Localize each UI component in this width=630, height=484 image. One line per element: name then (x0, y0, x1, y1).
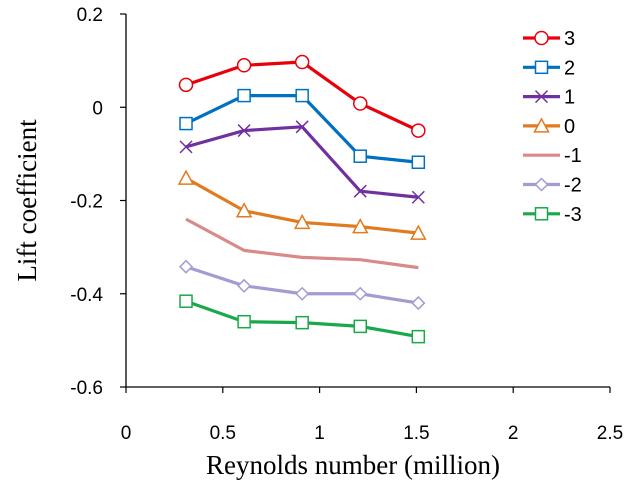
y-tick-label: -0.2 (70, 192, 103, 213)
y-tick-label: 0 (92, 98, 103, 119)
x-tick-label: 0 (121, 423, 132, 444)
data-point (410, 224, 427, 240)
legend-label: -3 (564, 204, 582, 226)
legend-item--3: -3 (523, 204, 582, 226)
legend-marker (534, 207, 549, 221)
data-point (411, 190, 425, 204)
series-3 (178, 54, 426, 138)
legend-marker (534, 60, 549, 75)
legend-item--2: -2 (523, 175, 582, 197)
data-point (237, 88, 251, 103)
legend-marker (534, 30, 549, 46)
data-point (353, 319, 368, 334)
legend-label: -2 (564, 175, 582, 197)
data-point (237, 314, 251, 329)
data-point (178, 259, 194, 274)
data-point (353, 184, 367, 198)
series--3 (179, 294, 426, 344)
data-point (179, 116, 193, 131)
legend-item--1: -1 (523, 145, 582, 167)
data-point (353, 286, 368, 301)
legend-item-1: 1 (523, 87, 575, 109)
data-point (411, 123, 426, 138)
x-tick-label: 1 (314, 423, 325, 444)
plot-area: 0.2 0 -0.2 -0.4 -0.6 0 0.5 1 1.5 2 2.5 (70, 5, 623, 444)
data-point (179, 140, 193, 154)
data-point (236, 58, 252, 73)
y-tick-label: -0.4 (70, 285, 103, 306)
legend-item-0: 0 (523, 116, 575, 138)
y-tick-label: -0.6 (70, 378, 103, 399)
data-point (178, 77, 194, 93)
data-point (237, 124, 251, 138)
data-point (411, 296, 426, 311)
series-layer (177, 54, 427, 344)
y-tick-label: 0.2 (77, 5, 103, 26)
legend-label: 1 (564, 87, 575, 109)
data-point (179, 294, 193, 308)
legend-item-2: 2 (523, 57, 575, 79)
data-point (295, 120, 309, 134)
data-point (293, 213, 311, 230)
series-line (185, 125, 419, 199)
x-axis-title: Reynolds number (million) (206, 450, 500, 480)
data-point (352, 218, 369, 234)
data-point (235, 202, 253, 218)
data-point (295, 88, 309, 103)
data-point (294, 54, 310, 70)
legend-marker (534, 177, 549, 192)
legend-label: 0 (564, 116, 575, 138)
legend-label: 3 (564, 28, 575, 50)
data-point (177, 169, 195, 185)
series-line (185, 217, 419, 270)
x-tick-label: 2.5 (597, 423, 623, 444)
series-0 (177, 169, 427, 240)
data-point (295, 286, 310, 301)
series-1 (179, 120, 425, 204)
data-point (353, 149, 368, 163)
x-tick-label: 1.5 (403, 423, 429, 444)
legend-label: -1 (564, 145, 582, 167)
legend: 3 2 1 0 -1 -2 -3 (523, 28, 582, 226)
data-point (411, 329, 426, 344)
legend-label: 2 (564, 57, 575, 79)
series-2 (179, 88, 426, 170)
data-point (237, 278, 252, 293)
legend-marker (533, 117, 550, 133)
y-axis-title: Lift coefficient (12, 119, 42, 282)
data-point (353, 96, 368, 111)
data-point (295, 315, 309, 330)
legend-item-3: 3 (523, 28, 575, 50)
data-point (411, 155, 426, 170)
legend-marker (534, 90, 549, 104)
x-tick-label: 0.5 (210, 423, 236, 444)
series--2 (178, 259, 426, 311)
x-tick-label: 2 (508, 423, 519, 444)
series--1 (185, 217, 419, 270)
